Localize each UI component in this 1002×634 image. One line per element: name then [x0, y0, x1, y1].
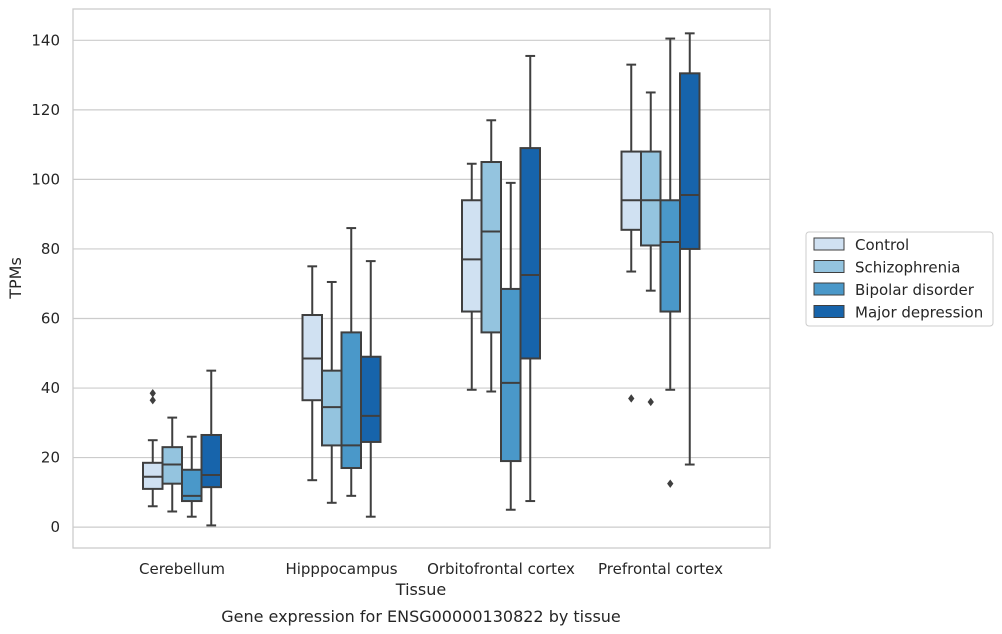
box-iqr: [500, 287, 522, 463]
y-tick-label: 60: [41, 309, 60, 327]
x-tick-label: Cerebellum: [139, 560, 225, 578]
legend-swatch: [813, 305, 845, 318]
legend-label: Control: [855, 236, 909, 254]
box-control: [461, 162, 483, 391]
box-bipolar-disorder: [181, 435, 203, 518]
legend-label: Bipolar disorder: [855, 281, 975, 299]
box-iqr: [360, 355, 382, 443]
box-bipolar-disorder: [340, 227, 362, 497]
y-tick-label: 100: [31, 170, 60, 188]
outlier-point: [149, 396, 156, 405]
chart-caption: Gene expression for ENSG00000130822 by t…: [221, 607, 621, 626]
y-tick-label: 80: [41, 240, 60, 258]
box-control: [142, 389, 164, 508]
box-iqr: [659, 199, 681, 313]
x-tick-label: Orbitofrontal cortex: [427, 560, 575, 578]
legend-swatch: [813, 237, 845, 251]
box-major-depression: [519, 54, 541, 503]
legend: Control Schizophrenia Bipolar disorder Majo…: [805, 231, 994, 327]
legend-label: Schizophrenia: [855, 259, 960, 277]
box-iqr: [640, 150, 662, 247]
y-axis-label: TPMs: [6, 257, 25, 300]
box-iqr: [340, 331, 362, 470]
box-control: [620, 63, 642, 403]
box-bipolar-disorder: [500, 181, 522, 511]
x-tick-labels: Cerebellum Hipppocampus Orbitofrontal cort…: [139, 560, 723, 578]
legend-swatch: [813, 282, 845, 296]
outlier-point: [149, 389, 156, 398]
y-tick-label: 0: [50, 518, 60, 536]
y-tick-label: 120: [31, 101, 60, 119]
box-groups: [142, 32, 701, 527]
box-iqr: [679, 72, 701, 250]
box-iqr: [620, 150, 642, 231]
x-tick-label: Hipppocampus: [285, 560, 397, 578]
box-major-depression: [360, 260, 382, 518]
box-schizophrenia: [161, 416, 183, 513]
y-tick-label: 40: [41, 379, 60, 397]
box-major-depression: [679, 32, 701, 466]
box-control: [301, 265, 323, 482]
outlier-point: [628, 394, 635, 403]
y-tick-label: 140: [31, 31, 60, 49]
box-schizophrenia: [480, 119, 502, 393]
y-tick-label: 20: [41, 449, 60, 467]
plot-area-frame: [72, 8, 771, 549]
box-iqr: [461, 199, 483, 313]
box-schizophrenia: [321, 280, 343, 504]
outlier-point: [647, 397, 654, 407]
x-axis-label: Tissue: [395, 580, 446, 599]
box-iqr: [200, 433, 222, 489]
legend-label: Major depression: [855, 304, 983, 322]
box-bipolar-disorder: [659, 37, 681, 488]
y-tick-labels: 0 20 40 60 80 100 120 140: [31, 31, 60, 536]
gridlines: [73, 39, 770, 528]
outlier-point: [667, 479, 674, 488]
x-tick-label: Prefrontal cortex: [598, 560, 723, 578]
box-iqr: [480, 161, 502, 334]
box-schizophrenia: [640, 91, 662, 407]
legend-swatch: [813, 260, 845, 273]
box-major-depression: [200, 369, 222, 527]
legend-frame: [805, 231, 994, 327]
box-iqr: [519, 147, 541, 360]
